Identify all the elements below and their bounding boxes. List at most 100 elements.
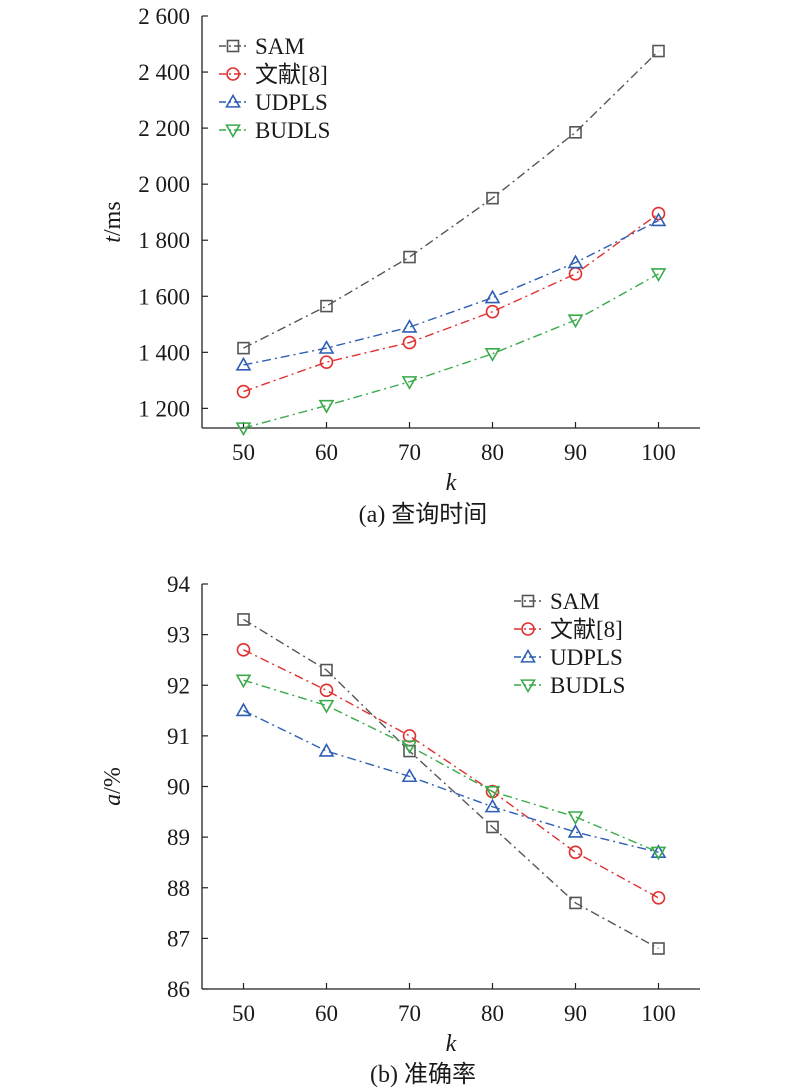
y-tick-label: 2 000: [138, 172, 190, 197]
data-point: [567, 254, 584, 269]
y-tick-label: 92: [167, 673, 190, 698]
y-tick-label: 2 400: [138, 60, 190, 85]
y-tick-label: 1 400: [138, 340, 190, 365]
data-point: [568, 845, 583, 860]
legend-label: SAM: [550, 589, 600, 614]
x-tick-label: 60: [315, 440, 338, 465]
series-budls: [235, 674, 667, 861]
x-tick-label: 50: [232, 1001, 255, 1026]
y-tick-label: 87: [167, 926, 190, 951]
legend-entry: BUDLS: [514, 673, 625, 698]
legend-label: BUDLS: [550, 673, 625, 698]
legend-marker: [521, 622, 535, 636]
data-point: [402, 335, 417, 350]
series-budls: [235, 268, 667, 437]
y-axis-label: t/ms: [100, 201, 126, 242]
data-point: [484, 289, 501, 304]
y-tick-label: 86: [167, 977, 190, 1002]
legend-label: 文献[8]: [255, 62, 328, 87]
data-point: [486, 191, 499, 205]
data-point: [403, 250, 416, 264]
legend-marker: [226, 67, 240, 81]
data-point: [318, 742, 335, 757]
data-point: [319, 683, 334, 698]
x-tick-label: 80: [481, 440, 504, 465]
data-point: [318, 399, 335, 414]
chart-caption: (a) 查询时间: [359, 501, 488, 528]
data-point: [567, 314, 584, 329]
series-sam: [237, 44, 665, 355]
data-point: [568, 267, 583, 281]
legend-label: 文献[8]: [550, 617, 623, 642]
data-point: [401, 740, 418, 755]
legend: SAM 文献[8] UDPLS BUDLS: [514, 589, 625, 698]
legend-marker: [520, 679, 536, 694]
series-line: [243, 649, 659, 899]
data-point: [402, 729, 417, 743]
legend-label: UDPLS: [255, 90, 328, 115]
data-point: [650, 846, 667, 861]
x-tick-label: 50: [232, 440, 255, 465]
y-tick-label: 2 200: [138, 116, 190, 141]
legend-marker: [520, 648, 536, 663]
y-tick-label: 1 600: [138, 284, 190, 309]
data-point: [318, 699, 335, 714]
series-line: [243, 273, 659, 429]
series-line: [243, 618, 659, 950]
data-point: [318, 340, 335, 354]
y-tick-label: 1 200: [138, 396, 190, 421]
data-point: [401, 376, 418, 390]
data-point: [650, 212, 667, 227]
legend-marker: [225, 93, 241, 108]
data-point: [320, 663, 333, 677]
y-tick-label: 2 600: [138, 4, 190, 29]
data-point: [569, 896, 582, 910]
data-point: [650, 268, 667, 282]
legend-marker: [225, 124, 241, 139]
y-tick-label: 88: [167, 876, 190, 901]
data-point: [320, 299, 333, 313]
data-point: [236, 384, 251, 399]
series-sam: [237, 613, 665, 955]
legend-entry: UDPLS: [219, 90, 328, 115]
series-line: [243, 679, 659, 853]
x-tick-label: 70: [398, 1001, 421, 1026]
y-tick-label: 91: [167, 724, 190, 749]
x-tick-label: 70: [398, 440, 421, 465]
x-axis-label: k: [446, 1031, 457, 1057]
data-point: [484, 348, 501, 362]
y-tick-label: 94: [167, 572, 191, 597]
legend-marker: [521, 594, 535, 608]
data-point: [567, 823, 584, 838]
chart-accuracy: 86 87 88 89 90 91 92 93 94 50 60 70 80 90 100 k a/% (b) 准…: [100, 572, 700, 1088]
series-line: [243, 709, 659, 853]
y-axis-label-var: t: [100, 235, 126, 243]
legend-entry: 文献[8]: [514, 617, 623, 642]
data-point: [235, 674, 252, 689]
y-tick-label: 1 800: [138, 228, 190, 253]
legend-entry: BUDLS: [219, 118, 330, 143]
data-point: [652, 44, 665, 58]
y-axis-label-unit: /%: [100, 767, 126, 794]
chart-caption: (b) 准确率: [370, 1061, 476, 1088]
legend-label: SAM: [255, 34, 305, 59]
data-point: [401, 318, 418, 333]
data-point: [569, 126, 582, 139]
data-point: [235, 422, 252, 437]
x-tick-label: 80: [481, 1001, 504, 1026]
data-point: [235, 356, 252, 371]
y-tick-label: 90: [167, 775, 190, 800]
legend-entry: 文献[8]: [219, 62, 328, 87]
series-udpls: [235, 212, 667, 371]
x-tick-label: 90: [564, 440, 587, 465]
legend-label: UDPLS: [550, 645, 623, 670]
y-tick-label: 93: [167, 623, 190, 648]
data-point: [236, 643, 251, 657]
chart-query-time: 1 200 1 400 1 600 1 800 2 000 2 200 2 400 2 600…: [100, 4, 700, 528]
data-point: [650, 844, 667, 858]
y-axis-label-var: a: [100, 794, 126, 806]
x-tick-label: 100: [641, 1001, 676, 1026]
data-point: [485, 304, 500, 319]
y-tick-label: 89: [167, 825, 190, 850]
